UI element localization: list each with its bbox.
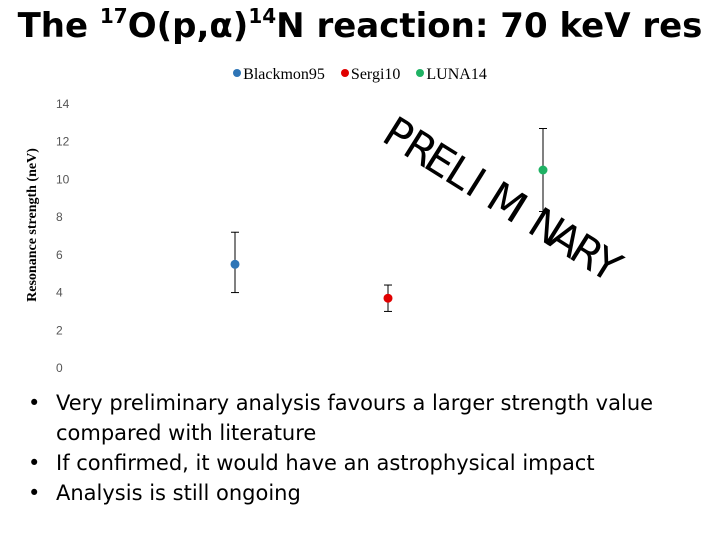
chart-legend: Blackmon95 Sergi10 LUNA14 [0, 66, 720, 84]
data-point-luna14 [538, 165, 548, 175]
y-tick-label: 4 [56, 286, 63, 300]
bullet-list: Very preliminary analysis favours a larg… [28, 388, 718, 508]
y-tick-label: 10 [56, 172, 70, 186]
data-point-blackmon95 [230, 259, 240, 269]
y-tick-label: 8 [56, 210, 63, 224]
legend-marker-sergi10 [340, 69, 349, 77]
y-tick-label: 6 [56, 248, 63, 262]
y-tick-label: 12 [56, 135, 70, 149]
legend-item-blackmon95: Blackmon95 [233, 66, 325, 84]
legend-item-luna14: LUNA14 [416, 66, 487, 84]
y-tick-label: 14 [56, 97, 70, 111]
slide-title: The 17O(p,α)14N reaction: 70 keV res [17, 4, 703, 46]
bullet-item: If confirmed, it would have an astrophys… [28, 448, 718, 478]
bullet-item: Analysis is still ongoing [28, 478, 718, 508]
preliminary-watermark: PRELIMINARY [375, 107, 631, 293]
bullet-item: Very preliminary analysis favours a larg… [28, 388, 718, 448]
legend-marker-blackmon95 [233, 69, 242, 77]
y-tick-label: 0 [56, 361, 63, 375]
legend-marker-luna14 [416, 69, 425, 77]
legend-item-sergi10: Sergi10 [340, 66, 400, 84]
data-point-sergi10 [383, 293, 393, 303]
y-tick-label: 2 [56, 323, 63, 337]
